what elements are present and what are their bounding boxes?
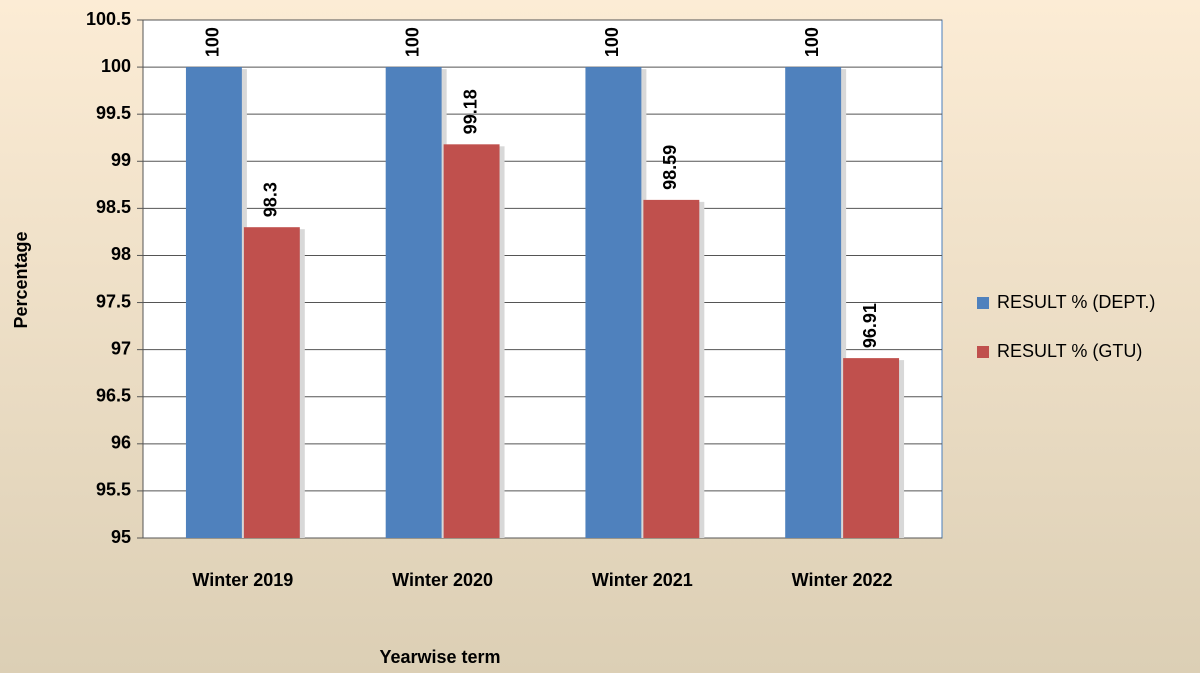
data-label: 98.3 — [261, 182, 281, 217]
bar — [443, 144, 500, 538]
data-label: 99.18 — [460, 89, 480, 134]
y-tick-label: 96 — [111, 433, 131, 453]
y-tick-label: 97.5 — [96, 291, 131, 311]
y-axis-title: Percentage — [11, 231, 31, 328]
data-label: 98.59 — [660, 145, 680, 190]
bar — [843, 358, 900, 538]
y-tick-label: 98 — [111, 244, 131, 264]
bar — [585, 67, 642, 538]
data-label: 100 — [802, 27, 822, 57]
bar — [785, 67, 842, 538]
y-tick-label: 98.5 — [96, 197, 131, 217]
y-tick-label: 99 — [111, 150, 131, 170]
y-tick-label: 99.5 — [96, 103, 131, 123]
bar — [243, 227, 300, 538]
legend-label: RESULT % (GTU) — [997, 341, 1142, 361]
x-tick-label: Winter 2020 — [392, 570, 493, 590]
y-tick-label: 100 — [101, 56, 131, 76]
data-label: 96.91 — [860, 303, 880, 348]
y-tick-label: 96.5 — [96, 385, 131, 405]
bar — [643, 199, 700, 538]
y-tick-label: 95.5 — [96, 480, 131, 500]
x-tick-label: Winter 2021 — [592, 570, 693, 590]
bar — [385, 67, 442, 538]
legend-label: RESULT % (DEPT.) — [997, 292, 1155, 312]
y-tick-label: 95 — [111, 527, 131, 547]
x-tick-label: Winter 2022 — [792, 570, 893, 590]
data-label: 100 — [402, 27, 422, 57]
data-label: 100 — [602, 27, 622, 57]
data-label: 100 — [203, 27, 223, 57]
x-axis-title: Yearwise term — [379, 647, 500, 667]
x-tick-label: Winter 2019 — [192, 570, 293, 590]
legend-swatch — [977, 346, 989, 358]
y-tick-label: 97 — [111, 338, 131, 358]
bar — [185, 67, 242, 538]
y-tick-label: 100.5 — [86, 9, 131, 29]
legend-swatch — [977, 297, 989, 309]
